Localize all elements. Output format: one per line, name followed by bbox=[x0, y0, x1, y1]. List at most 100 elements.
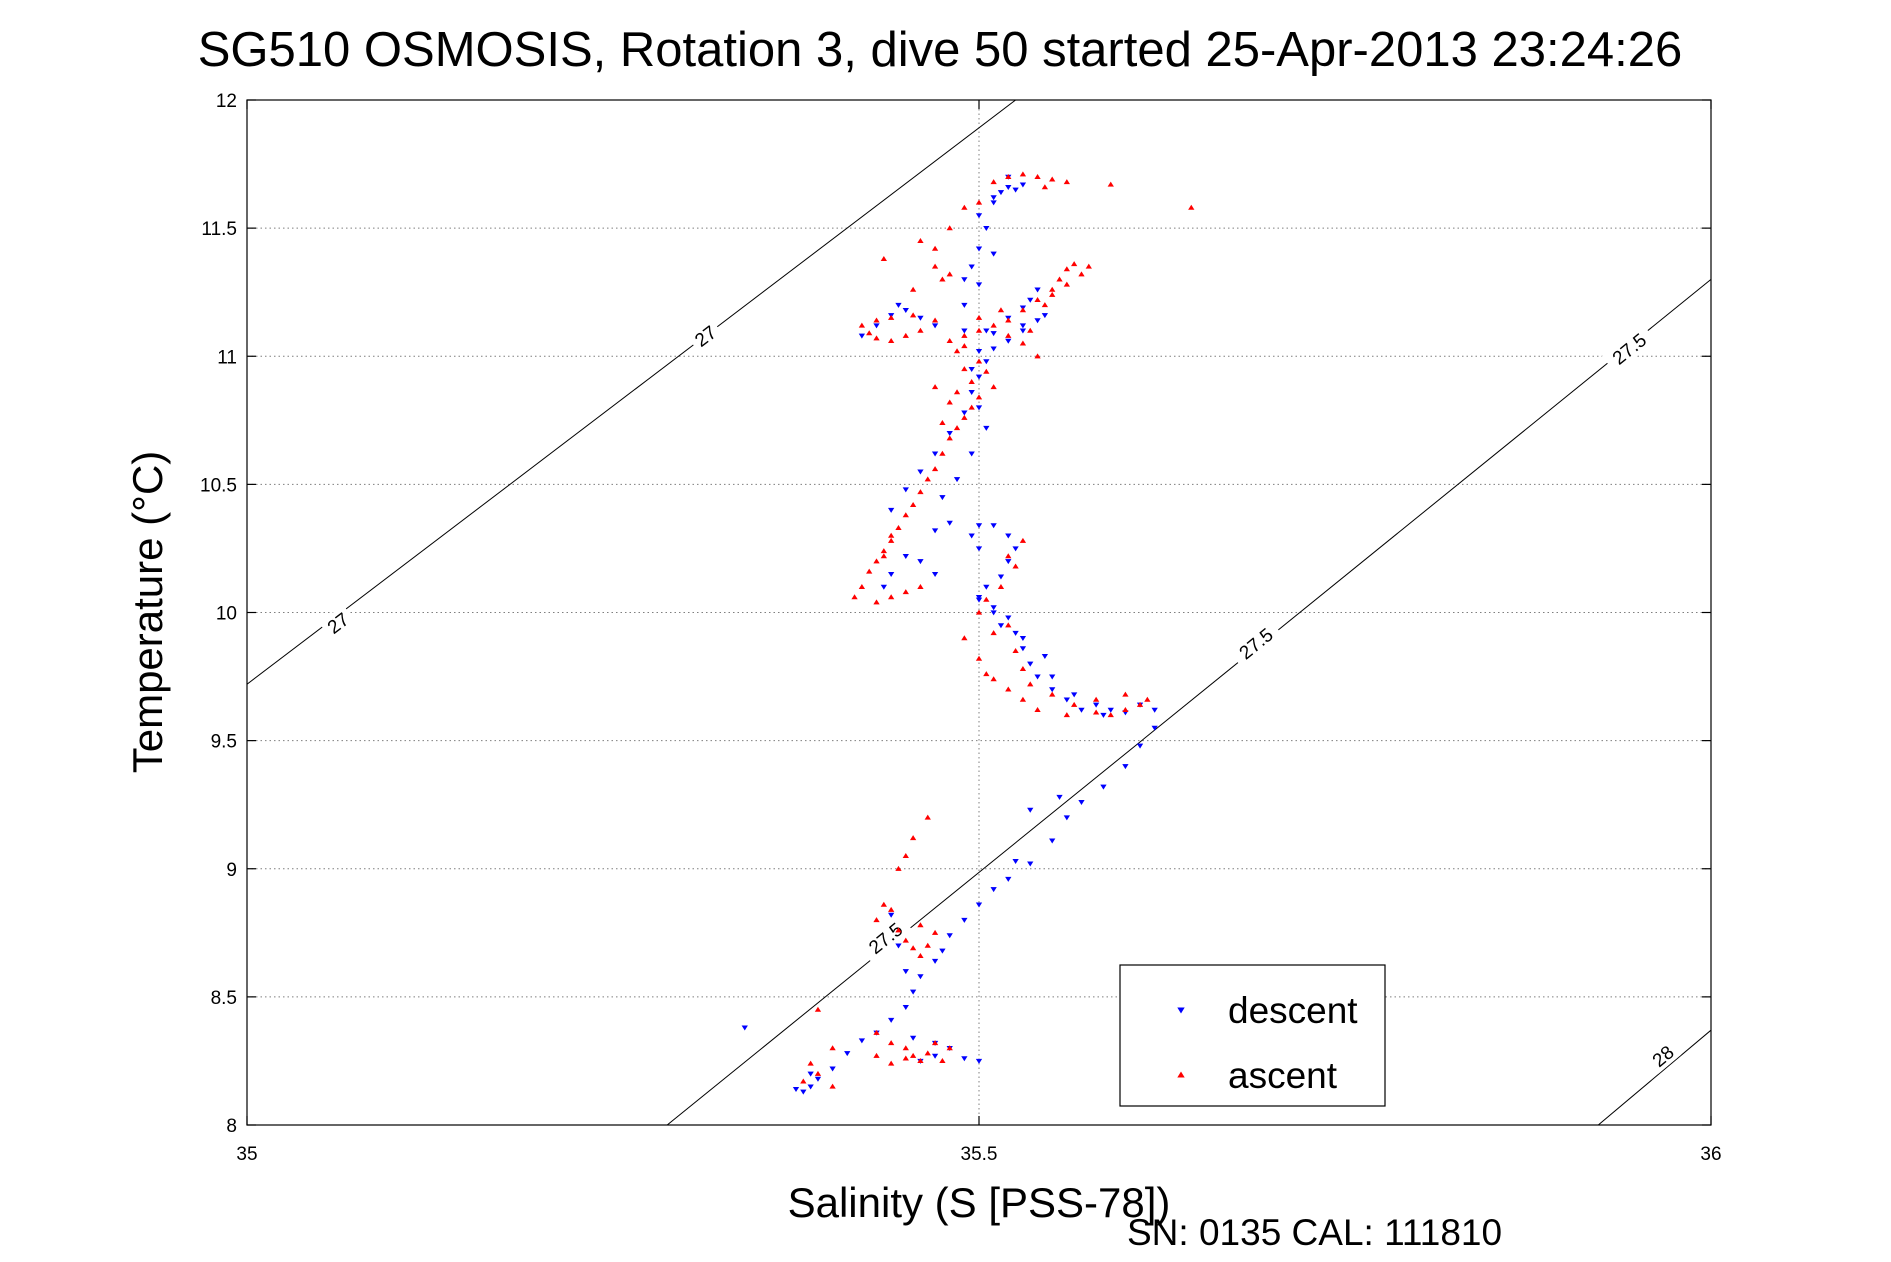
descent-point bbox=[975, 523, 983, 529]
ascent-point bbox=[1063, 281, 1070, 287]
descent-point bbox=[917, 469, 924, 475]
descent-point bbox=[800, 1089, 807, 1095]
ascent-point bbox=[873, 1052, 880, 1058]
ascent-point bbox=[858, 322, 866, 328]
descent-point bbox=[997, 190, 1005, 196]
ascent-point bbox=[902, 1045, 909, 1051]
legend-box bbox=[1119, 964, 1386, 1107]
descent-point bbox=[880, 584, 887, 590]
ascent-point bbox=[990, 322, 997, 328]
descent-point bbox=[814, 1076, 822, 1082]
descent-point bbox=[807, 1071, 814, 1077]
ascent-point bbox=[961, 414, 968, 420]
ascent-point bbox=[1012, 648, 1019, 654]
legend-ascent-marker bbox=[1177, 1071, 1185, 1078]
descent-point bbox=[792, 1087, 800, 1093]
series-ascent bbox=[800, 171, 1195, 1089]
ascent-point bbox=[931, 317, 939, 323]
descent-point bbox=[873, 323, 880, 329]
ascent-point bbox=[1078, 271, 1085, 277]
ascent-point bbox=[975, 314, 983, 320]
descent-point bbox=[990, 346, 997, 352]
descent-point bbox=[1012, 630, 1019, 636]
y-tick-label: 9 bbox=[226, 860, 237, 881]
descent-point bbox=[931, 958, 939, 964]
ascent-point bbox=[1136, 701, 1144, 707]
descent-point bbox=[1005, 338, 1012, 344]
ascent-point bbox=[924, 942, 931, 948]
descent-point bbox=[1151, 725, 1158, 731]
legend-label-ascent: ascent bbox=[1228, 1055, 1338, 1096]
ascent-point bbox=[888, 594, 895, 600]
axis-ticks: 8 8.5 9 9.5 10 10.5 11 11.5 12 35 35.5 36 bbox=[200, 91, 1722, 1165]
descent-point bbox=[1136, 743, 1144, 749]
ascent-point bbox=[1063, 266, 1070, 272]
descent-point bbox=[983, 226, 990, 232]
series-points bbox=[741, 171, 1195, 1095]
ascent-point bbox=[946, 337, 953, 343]
ascent-point bbox=[961, 366, 968, 372]
ascent-point bbox=[917, 489, 924, 495]
descent-point bbox=[968, 390, 975, 396]
ascent-point bbox=[1049, 176, 1056, 182]
ascent-point bbox=[800, 1078, 807, 1084]
ascent-point bbox=[909, 312, 917, 318]
ascent-point bbox=[880, 553, 887, 559]
descent-point bbox=[1005, 185, 1012, 191]
ascent-point bbox=[1107, 181, 1114, 187]
descent-point bbox=[975, 405, 983, 411]
descent-point bbox=[975, 902, 983, 908]
descent-point bbox=[961, 917, 968, 923]
descent-point bbox=[990, 605, 997, 611]
descent-point bbox=[1063, 815, 1070, 821]
descent-point bbox=[931, 323, 939, 329]
descent-point bbox=[1063, 697, 1070, 703]
descent-point bbox=[1027, 807, 1034, 813]
descent-point bbox=[983, 425, 990, 431]
ascent-point bbox=[1005, 553, 1012, 559]
ascent-point bbox=[1012, 563, 1019, 569]
descent-point bbox=[1012, 187, 1019, 193]
ascent-point bbox=[917, 1058, 924, 1064]
y-tick-label: 10.5 bbox=[200, 475, 237, 496]
descent-point bbox=[1100, 784, 1107, 790]
footer-serial-calibration: SN: 0135 CAL: 111810 bbox=[1127, 1212, 1502, 1253]
x-tick-label: 36 bbox=[1700, 1144, 1721, 1165]
ascent-point bbox=[1041, 184, 1049, 190]
descent-point bbox=[997, 574, 1005, 580]
descent-point bbox=[1041, 313, 1049, 319]
descent-point bbox=[961, 1056, 968, 1062]
descent-point bbox=[983, 584, 990, 590]
ascent-point bbox=[975, 199, 983, 205]
descent-point bbox=[888, 912, 895, 918]
y-tick-label: 11 bbox=[217, 347, 237, 368]
descent-point bbox=[1049, 838, 1056, 844]
descent-point bbox=[844, 1051, 851, 1057]
ascent-point bbox=[814, 1006, 822, 1012]
descent-point bbox=[1041, 653, 1049, 659]
descent-point bbox=[990, 251, 997, 257]
ascent-point bbox=[880, 255, 887, 261]
descent-point bbox=[939, 495, 946, 501]
ascent-point bbox=[917, 327, 924, 333]
ascent-point bbox=[1005, 317, 1012, 323]
descent-point bbox=[1019, 636, 1027, 642]
ascent-point bbox=[939, 450, 946, 456]
ascent-point bbox=[961, 343, 968, 349]
descent-point bbox=[1071, 692, 1078, 698]
descent-point bbox=[1012, 858, 1019, 864]
y-tick-label: 12 bbox=[216, 91, 237, 112]
ascent-point bbox=[909, 1052, 917, 1058]
ascent-point bbox=[1063, 712, 1070, 718]
descent-point bbox=[909, 1035, 917, 1041]
descent-point bbox=[1019, 182, 1027, 188]
descent-point bbox=[1078, 800, 1085, 806]
y-tick-label: 8.5 bbox=[211, 988, 237, 1009]
ascent-point bbox=[1034, 173, 1041, 179]
ascent-point bbox=[990, 179, 997, 185]
x-tick-label: 35.5 bbox=[961, 1144, 998, 1165]
descent-point bbox=[829, 1066, 836, 1072]
y-tick-label: 11.5 bbox=[201, 219, 237, 240]
descent-point bbox=[975, 595, 983, 601]
